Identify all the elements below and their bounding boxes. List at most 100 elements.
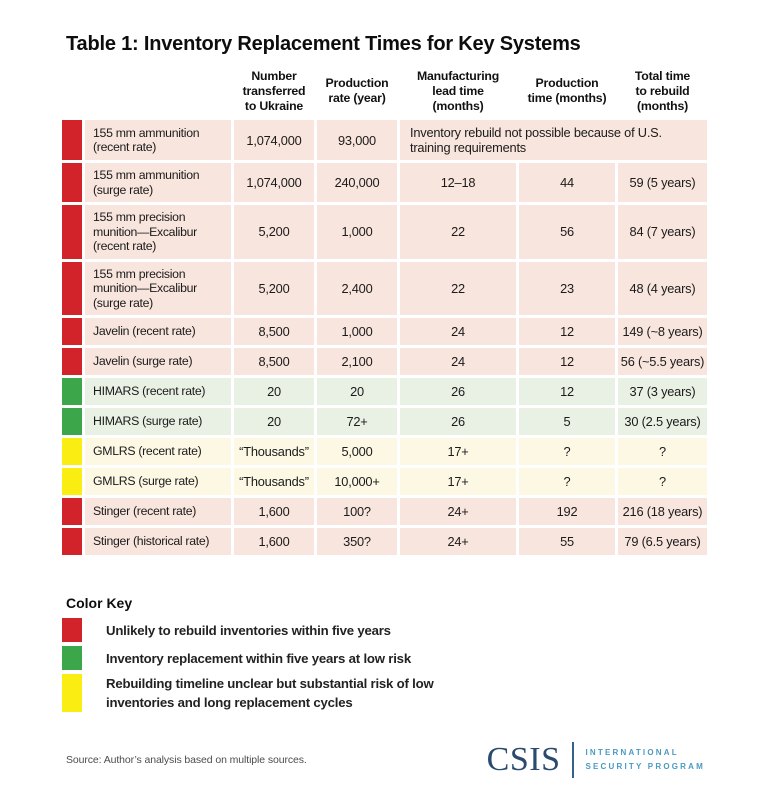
production-rate-cell: 350? <box>317 528 397 556</box>
risk-swatch-red <box>62 205 82 259</box>
system-label: HIMARS (surge rate) <box>85 408 231 436</box>
merged-note-cell: Inventory rebuild not possible because o… <box>400 120 707 161</box>
transferred-cell: 1,600 <box>234 528 314 556</box>
lead-time-cell: 12–18 <box>400 163 516 203</box>
total-time-cell: 37 (3 years) <box>618 378 707 406</box>
csis-wordmark: CSIS <box>486 741 561 779</box>
system-label: 155 mm ammunition (recent rate) <box>85 120 231 161</box>
transferred-cell: 1,074,000 <box>234 120 314 161</box>
production-time-cell: 23 <box>519 261 615 316</box>
transferred-cell: 8,500 <box>234 348 314 376</box>
color-key-item-green: Inventory replacement within five years … <box>62 646 769 671</box>
risk-swatch-green <box>62 378 82 406</box>
transferred-cell: 5,200 <box>234 261 314 316</box>
risk-swatch-red <box>62 261 82 316</box>
production-time-cell: 55 <box>519 528 615 556</box>
production-time-cell: 5 <box>519 408 615 436</box>
lead-time-cell: 24 <box>400 348 516 376</box>
program-line-2: SECURITY PROGRAM <box>585 762 705 772</box>
lead-time-cell: 17+ <box>400 438 516 466</box>
source-note: Source: Author’s analysis based on multi… <box>66 754 307 767</box>
lead-time-cell: 24+ <box>400 498 516 526</box>
risk-swatch-green <box>62 408 82 436</box>
transferred-cell: 20 <box>234 378 314 406</box>
table-row: 155 mm precision munition—Excalibur (sur… <box>62 261 707 316</box>
inventory-table: Number transferred to Ukraine Production … <box>62 65 707 556</box>
column-header-2: Production rate (year) <box>325 76 389 105</box>
production-time-cell: 192 <box>519 498 615 526</box>
system-label: 155 mm precision munition—Excalibur (sur… <box>85 261 231 316</box>
production-rate-cell: 2,100 <box>317 348 397 376</box>
column-header-1: Number transferred to Ukraine <box>242 68 306 113</box>
risk-swatch-red <box>62 348 82 376</box>
program-name: INTERNATIONAL SECURITY PROGRAM <box>585 746 705 774</box>
lead-time-cell: 17+ <box>400 468 516 496</box>
production-rate-cell: 240,000 <box>317 163 397 203</box>
transferred-cell: 20 <box>234 408 314 436</box>
risk-swatch-red <box>62 498 82 526</box>
total-time-cell: 30 (2.5 years) <box>618 408 707 436</box>
transferred-cell: 8,500 <box>234 318 314 346</box>
table-row: 155 mm ammunition (recent rate) 1,074,000… <box>62 120 707 161</box>
total-time-cell: 79 (6.5 years) <box>618 528 707 556</box>
column-header-5: Total time to rebuild (months) <box>634 68 691 113</box>
production-time-cell: 56 <box>519 205 615 259</box>
risk-swatch-red <box>62 163 82 203</box>
lead-time-cell: 22 <box>400 261 516 316</box>
table-row: HIMARS (recent rate) 20 20 26 12 37 (3 years) <box>62 378 707 406</box>
transferred-cell: 1,074,000 <box>234 163 314 203</box>
table-row: 155 mm ammunition (surge rate) 1,074,000 2… <box>62 163 707 203</box>
lead-time-cell: 24+ <box>400 528 516 556</box>
lead-time-cell: 26 <box>400 378 516 406</box>
transferred-cell: 1,600 <box>234 498 314 526</box>
color-key-label: Inventory replacement within five years … <box>106 650 411 666</box>
transferred-cell: “Thousands” <box>234 438 314 466</box>
table-row: Stinger (historical rate) 1,600 350? 24+ 55 7… <box>62 528 707 556</box>
column-header-3: Manufacturing lead time (months) <box>416 68 500 113</box>
transferred-cell: 5,200 <box>234 205 314 259</box>
total-time-cell: ? <box>618 468 707 496</box>
total-time-cell: 48 (4 years) <box>618 261 707 316</box>
total-time-cell: 149 (~8 years) <box>618 318 707 346</box>
production-rate-cell: 100? <box>317 498 397 526</box>
table-row: 155 mm precision munition—Excalibur (rec… <box>62 205 707 259</box>
system-label: Javelin (recent rate) <box>85 318 231 346</box>
production-rate-cell: 93,000 <box>317 120 397 161</box>
color-key-label: Unlikely to rebuild inventories within f… <box>106 622 391 638</box>
csis-logo: CSIS INTERNATIONAL SECURITY PROGRAM <box>486 741 705 779</box>
lead-time-cell: 24 <box>400 318 516 346</box>
system-label: Javelin (surge rate) <box>85 348 231 376</box>
total-time-cell: 84 (7 years) <box>618 205 707 259</box>
production-time-cell: 12 <box>519 318 615 346</box>
production-rate-cell: 2,400 <box>317 261 397 316</box>
risk-swatch-yellow <box>62 438 82 466</box>
logo-divider <box>572 742 575 779</box>
table-body: 155 mm ammunition (recent rate) 1,074,000… <box>62 120 707 556</box>
color-key-entries: Unlikely to rebuild inventories within f… <box>62 618 769 713</box>
production-time-cell: ? <box>519 468 615 496</box>
column-header-4: Production time (months) <box>527 76 607 105</box>
color-key-swatch-green <box>62 646 82 671</box>
color-key-swatch-yellow <box>62 674 82 713</box>
risk-swatch-red <box>62 528 82 556</box>
color-key-item-red: Unlikely to rebuild inventories within f… <box>62 618 769 643</box>
color-key-item-yellow: Rebuilding timeline unclear but substant… <box>62 674 769 713</box>
table-row: Javelin (surge rate) 8,500 2,100 24 12 56 (~5… <box>62 348 707 376</box>
table-row: GMLRS (surge rate) “Thousands” 10,000+ 17+?… <box>62 468 707 496</box>
production-rate-cell: 20 <box>317 378 397 406</box>
production-time-cell: 12 <box>519 378 615 406</box>
risk-swatch-red <box>62 120 82 161</box>
system-label: HIMARS (recent rate) <box>85 378 231 406</box>
system-label: Stinger (recent rate) <box>85 498 231 526</box>
table-row: HIMARS (surge rate) 20 72+ 26 5 30 (2.5 years… <box>62 408 707 436</box>
total-time-cell: 59 (5 years) <box>618 163 707 203</box>
color-key-label: Rebuilding timeline unclear but substant… <box>106 676 434 711</box>
figure-title: Table 1: Inventory Replacement Times for… <box>66 33 581 55</box>
system-label: Stinger (historical rate) <box>85 528 231 556</box>
production-rate-cell: 1,000 <box>317 205 397 259</box>
total-time-cell: 56 (~5.5 years) <box>618 348 707 376</box>
production-rate-cell: 72+ <box>317 408 397 436</box>
table-header-row: Number transferred to Ukraine Production … <box>62 65 707 117</box>
system-label: GMLRS (surge rate) <box>85 468 231 496</box>
production-rate-cell: 10,000+ <box>317 468 397 496</box>
